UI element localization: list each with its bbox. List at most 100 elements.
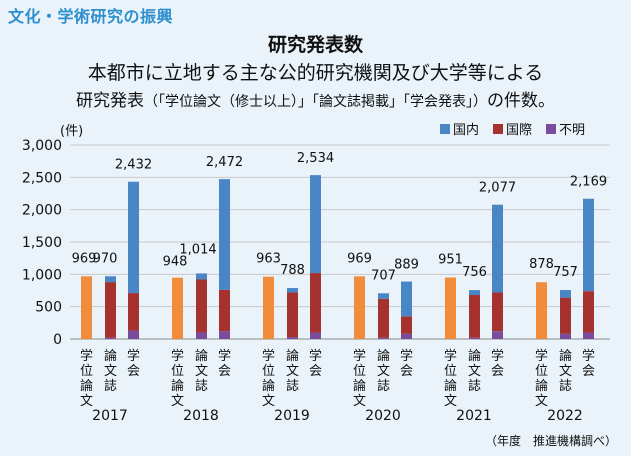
bar-segment-international (105, 282, 116, 338)
category-label-char: 文 (104, 364, 117, 379)
category-label-char: 位 (535, 364, 548, 379)
category-label-char: 文 (468, 364, 481, 379)
value-label: 969 (72, 251, 97, 266)
bar-segment-unknown (310, 332, 321, 339)
value-label: 2,472 (206, 155, 243, 170)
bar-segment-international (196, 279, 207, 333)
category-label-char: 誌 (559, 378, 572, 394)
category-label-char: 誌 (104, 378, 117, 394)
bar-segment-domestic (287, 288, 298, 293)
bar-segment-international (378, 298, 389, 338)
category-label-char: 文 (377, 364, 390, 379)
bar-thesis (81, 276, 92, 339)
value-label: 878 (529, 257, 554, 272)
category-label-char: 文 (195, 364, 208, 379)
value-label: 963 (256, 252, 281, 267)
category-label-char: 学 (171, 348, 184, 364)
category-label-char: 学 (582, 348, 595, 364)
category-label-char: 学 (127, 348, 140, 364)
category-label-char: 会 (491, 364, 504, 379)
legend-label: 不明 (559, 123, 585, 138)
value-label: 757 (553, 265, 578, 280)
bar-segment-domestic (492, 204, 503, 293)
legend-label: 国内 (453, 122, 479, 138)
description-line-1: 本都市に立地する主な公的研究機関及び大学等による (87, 62, 544, 84)
category-label-char: 学 (400, 348, 413, 364)
category-label-char: 位 (444, 364, 457, 379)
value-label: 969 (347, 251, 372, 266)
bar-segment-unknown (378, 337, 389, 339)
bar-segment-domestic (378, 293, 389, 299)
year-label: 2021 (456, 408, 492, 424)
bar-segment-domestic (105, 276, 116, 283)
bar-thesis (354, 276, 365, 339)
category-label-char: 論 (104, 348, 117, 364)
bar-segment-unknown (560, 333, 571, 339)
value-label: 970 (93, 251, 118, 266)
bar-segment-international (469, 295, 480, 338)
category-label-char: 文 (559, 364, 572, 379)
bar-segment-domestic (401, 281, 412, 317)
bar-segment-international (560, 297, 571, 334)
category-label-char: 学 (309, 348, 322, 364)
bar-segment-unknown (492, 331, 503, 339)
value-label: 2,534 (297, 151, 334, 166)
bar-segment-unknown (219, 331, 230, 339)
value-label: 1,014 (179, 242, 216, 257)
category-label-char: 誌 (468, 378, 481, 394)
y-tick-label: 0 (53, 332, 62, 348)
value-label: 707 (371, 268, 396, 283)
bar-segment-domestic (560, 290, 571, 298)
bar-segment-unknown (128, 330, 139, 339)
category-label-char: 文 (286, 364, 299, 379)
bar-segment-international (310, 273, 321, 333)
category-label-char: 論 (286, 348, 299, 364)
description-line-2: 研究発表（「学位論文（修士以上）」「論文誌掲載」「学会発表」）の件数。 (0, 86, 631, 111)
category-label-char: 論 (171, 378, 184, 394)
description-line-2-a: 研究発表 (76, 91, 144, 111)
category-label-char: 会 (582, 364, 595, 379)
category-label-char: 論 (262, 378, 275, 394)
bar-segment-international (287, 292, 298, 338)
category-label-char: 論 (444, 378, 457, 394)
value-label: 756 (462, 265, 487, 280)
category-label-char: 論 (353, 378, 366, 394)
category-label-char: 学 (535, 348, 548, 364)
legend-label: 国際 (506, 123, 532, 138)
category-label-char: 学 (444, 348, 457, 364)
category-label-char: 位 (171, 364, 184, 379)
bar-thesis (263, 276, 274, 339)
section-title: 文化・学術研究の振興 (8, 7, 174, 26)
y-tick-label: 3,000 (22, 138, 62, 154)
category-label-char: 論 (377, 348, 390, 364)
bar-segment-unknown (469, 337, 480, 339)
value-label: 2,432 (115, 158, 152, 173)
category-label-char: 学 (80, 348, 93, 364)
bar-segment-domestic (128, 181, 139, 294)
y-tick-label: 1,000 (22, 267, 62, 283)
category-label-char: 会 (400, 364, 413, 379)
value-label: 951 (438, 253, 463, 268)
bar-segment-unknown (196, 332, 207, 339)
category-label-char: 論 (559, 348, 572, 364)
category-label-char: 誌 (377, 378, 390, 394)
bar-segment-unknown (401, 333, 412, 339)
description-line-2-b: （「学位論文（修士以上）」「論文誌掲載」「学会発表」） (144, 94, 487, 110)
chart-title: 研究発表数 (267, 34, 363, 56)
bar-segment-international (492, 292, 503, 332)
value-label: 2,077 (479, 181, 516, 196)
category-label-char: 文 (535, 394, 548, 409)
category-label-char: 誌 (286, 378, 299, 394)
category-label-char: 学 (218, 348, 231, 364)
category-label-char: 論 (535, 378, 548, 394)
value-label: 889 (394, 258, 419, 273)
y-tick-label: 2,000 (22, 203, 62, 219)
y-tick-label: 500 (35, 300, 62, 316)
category-label-char: 論 (80, 378, 93, 394)
year-label: 2019 (274, 408, 310, 424)
category-label-char: 学 (353, 348, 366, 364)
bar-thesis (445, 277, 456, 339)
year-label: 2020 (365, 408, 401, 424)
category-label-char: 論 (468, 348, 481, 364)
description-line-2-c: の件数。 (487, 91, 555, 111)
